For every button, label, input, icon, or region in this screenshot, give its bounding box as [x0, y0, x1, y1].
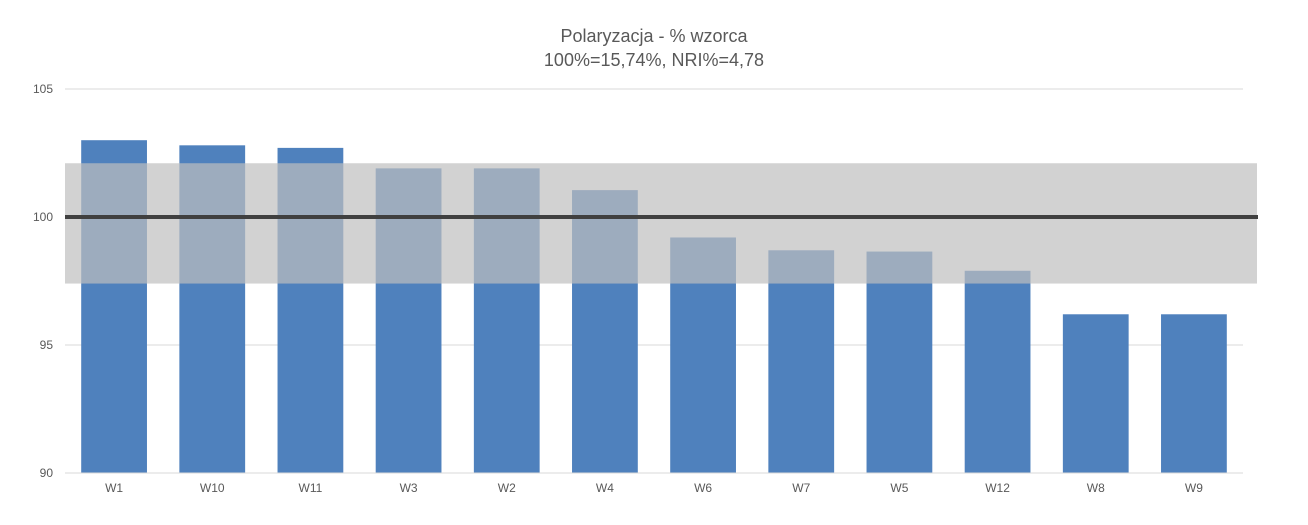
- x-tick-label: W6: [694, 481, 712, 495]
- bar: [768, 250, 835, 473]
- y-tick-label: 105: [33, 82, 53, 96]
- chart-subtitle: 100%=15,74%, NRI%=4,78: [543, 50, 765, 70]
- x-tick-label: W5: [890, 481, 908, 495]
- x-tick-label: W1: [105, 481, 123, 495]
- x-tick-label: W2: [498, 481, 516, 495]
- x-tick-label: W3: [400, 481, 418, 495]
- chart-title: Polaryzacja - % wzorca: [560, 26, 748, 46]
- bar: [866, 251, 933, 473]
- x-tick-label: W10: [200, 481, 225, 495]
- x-tick-label: W4: [596, 481, 614, 495]
- bar: [1062, 314, 1129, 473]
- y-tick-label: 90: [40, 466, 54, 480]
- x-tick-label: W12: [985, 481, 1010, 495]
- bar: [1161, 314, 1227, 473]
- x-tick-label: W11: [299, 481, 323, 495]
- x-tick-label: W8: [1087, 481, 1105, 495]
- bar: [964, 270, 1031, 473]
- y-tick-label: 100: [33, 210, 53, 224]
- tolerance-band: [65, 163, 1257, 284]
- y-tick-label: 95: [40, 338, 54, 352]
- x-tick-label: W9: [1185, 481, 1203, 495]
- x-tick-label: W7: [792, 481, 810, 495]
